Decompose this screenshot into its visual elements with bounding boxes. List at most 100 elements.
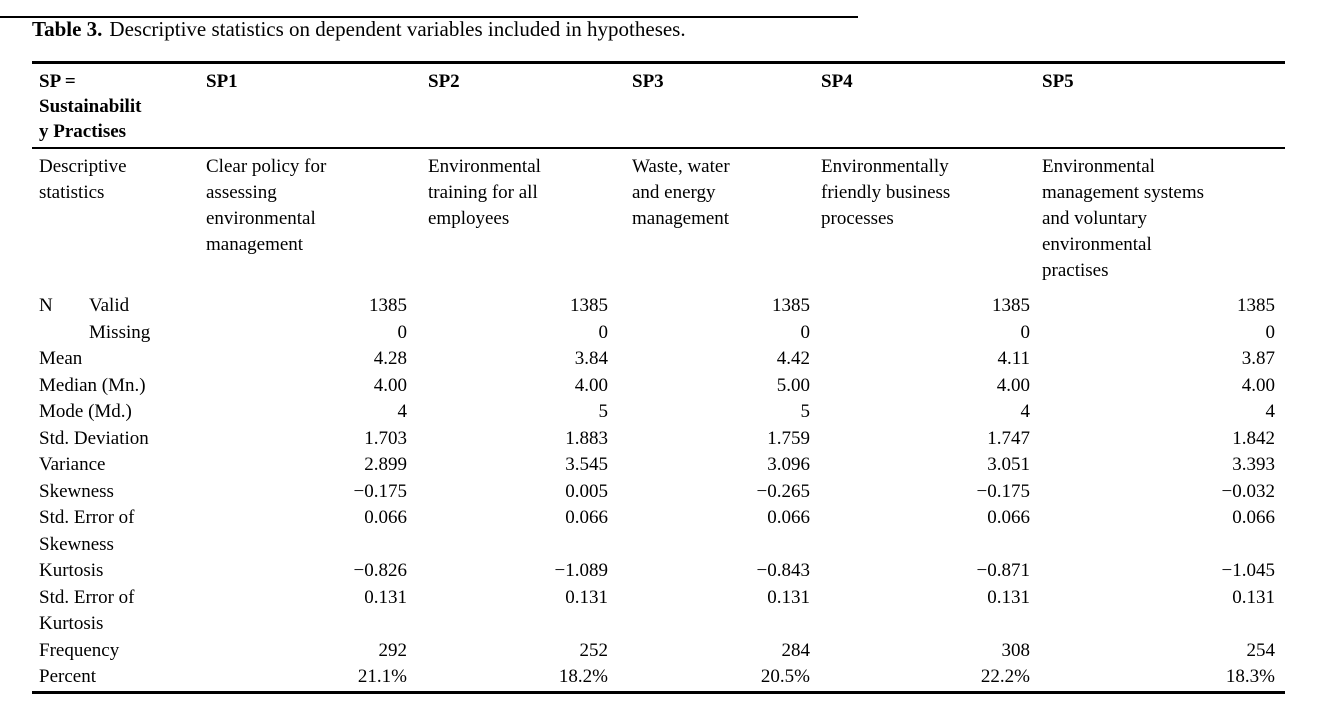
page-top-edge-line bbox=[0, 16, 858, 18]
value-cell-sp5: 4.00 bbox=[1241, 374, 1275, 396]
row-label-cell: Percent bbox=[32, 664, 200, 692]
table-caption-number: Table 3. bbox=[32, 17, 103, 41]
value-cell-sp2: −1.089 bbox=[554, 560, 608, 581]
value-cell-sp3: 284 bbox=[781, 639, 811, 661]
value-cell-sp4: −0.871 bbox=[976, 560, 1030, 581]
row-label-cell: Missing bbox=[32, 320, 200, 347]
value-cell-sp4: 22.2% bbox=[980, 666, 1030, 687]
value-cell-sp3: 0.066 bbox=[767, 507, 810, 528]
row-label: Variance bbox=[39, 454, 106, 475]
col-header-sp3: SP3 bbox=[624, 62, 820, 149]
value-cell-sp1: 0.131 bbox=[364, 586, 407, 608]
col-description-sp5: Environmental management systems and vol… bbox=[1042, 156, 1204, 281]
value-cell-sp2: 0.066 bbox=[565, 507, 608, 528]
value-cell-sp1: 4 bbox=[397, 401, 408, 422]
value-cell-sp5: −0.032 bbox=[1221, 480, 1275, 502]
value-cell-sp3: 1.759 bbox=[767, 427, 810, 449]
table-row: Percent 21.1% 18.2% 20.5% 22.2% 18.3% bbox=[32, 664, 1285, 692]
table-subheader-row: Descriptive statistics Clear policy for … bbox=[32, 148, 1285, 293]
value-cell-sp1: 21.1% bbox=[357, 666, 407, 687]
value-cell-sp2: 4.00 bbox=[574, 374, 608, 396]
table-row: Frequency 292 252 284 308 254 bbox=[32, 638, 1285, 665]
table-row: Mean 4.28 3.84 4.42 4.11 3.87 bbox=[32, 346, 1285, 373]
value-cell-sp2: 0.131 bbox=[565, 586, 608, 608]
col-header-sp5: SP5 bbox=[1036, 62, 1285, 149]
row-label: Median (Mn.) bbox=[39, 374, 146, 396]
value-cell-sp2: 18.2% bbox=[558, 666, 608, 687]
row-label-cell: Std. Deviation bbox=[32, 426, 200, 453]
value-cell-sp3: 1385 bbox=[772, 295, 810, 316]
value-cell-sp3: 4.42 bbox=[776, 348, 810, 369]
value-cell-sp5: 3.87 bbox=[1241, 348, 1275, 369]
value-cell-sp1: 0 bbox=[397, 321, 408, 343]
value-cell-sp2: 1.883 bbox=[565, 427, 608, 449]
row-label-cell: Median (Mn.) bbox=[32, 373, 200, 400]
value-cell-sp3: 5.00 bbox=[776, 374, 810, 396]
value-cell-sp4: 0 bbox=[1020, 321, 1031, 343]
value-cell-sp1: −0.175 bbox=[353, 480, 407, 502]
row-label: Valid bbox=[89, 295, 130, 316]
value-cell-sp3: −0.265 bbox=[756, 480, 810, 502]
value-cell-sp5: 1385 bbox=[1237, 295, 1275, 316]
value-cell-sp5: 18.3% bbox=[1225, 666, 1275, 687]
value-cell-sp5: 1.842 bbox=[1232, 427, 1275, 449]
value-cell-sp4: 0.066 bbox=[987, 507, 1030, 528]
value-cell-sp4: 4.11 bbox=[997, 348, 1030, 369]
row-label: Std. Error of Kurtosis bbox=[39, 586, 135, 635]
value-cell-sp1: 292 bbox=[378, 639, 408, 661]
value-cell-sp1: −0.826 bbox=[353, 560, 407, 581]
row-label-cell: Frequency bbox=[32, 638, 200, 665]
row-label: Percent bbox=[39, 666, 96, 687]
value-cell-sp5: 0 bbox=[1265, 321, 1276, 343]
row-label-cell: N Valid bbox=[32, 293, 200, 320]
row-label-cell: Std. Error of Kurtosis bbox=[32, 585, 200, 638]
row-label-prefix: N bbox=[39, 295, 53, 316]
table-row: Std. Error of Kurtosis 0.131 0.131 0.131… bbox=[32, 585, 1285, 638]
table-row: Median (Mn.) 4.00 4.00 5.00 4.00 4.00 bbox=[32, 373, 1285, 400]
table-row: Mode (Md.) 4 5 5 4 4 bbox=[32, 399, 1285, 426]
table-row: Missing 0 0 0 0 0 bbox=[32, 320, 1285, 347]
row-label: Mean bbox=[39, 348, 83, 369]
value-cell-sp2: 1385 bbox=[570, 295, 608, 316]
table-row: N Valid 1385 1385 1385 1385 1385 bbox=[32, 293, 1285, 320]
row-label-cell: Std. Error of Skewness bbox=[32, 505, 200, 558]
row-label: Mode (Md.) bbox=[39, 401, 132, 422]
row-label-cell: Mode (Md.) bbox=[32, 399, 200, 426]
value-cell-sp3: 0.131 bbox=[767, 586, 810, 608]
value-cell-sp2: 3.545 bbox=[565, 454, 608, 475]
table-row: Skewness −0.175 0.005 −0.265 −0.175 −0.0… bbox=[32, 479, 1285, 506]
row-label-cell: Mean bbox=[32, 346, 200, 373]
col-description-sp4: Environmentally friendly business proces… bbox=[821, 156, 951, 229]
value-cell-sp2: 0 bbox=[598, 321, 609, 343]
col-header-sp1: SP1 bbox=[200, 62, 412, 149]
col-description-sp1: Clear policy for assessing environmental… bbox=[206, 156, 327, 255]
value-cell-sp4: 4.00 bbox=[996, 374, 1030, 396]
value-cell-sp2: 5 bbox=[598, 401, 609, 422]
col-header-sp4: SP4 bbox=[820, 62, 1036, 149]
table-row: Variance 2.899 3.545 3.096 3.051 3.393 bbox=[32, 452, 1285, 479]
value-cell-sp1: 4.28 bbox=[373, 348, 407, 369]
table-caption-text: Descriptive statistics on dependent vari… bbox=[109, 17, 686, 41]
value-cell-sp5: 0.131 bbox=[1232, 586, 1275, 608]
value-cell-sp5: 4 bbox=[1265, 401, 1276, 422]
table-row: Std. Deviation 1.703 1.883 1.759 1.747 1… bbox=[32, 426, 1285, 453]
col-description-sp2: Environmental training for all employees bbox=[428, 156, 541, 229]
value-cell-sp5: 3.393 bbox=[1232, 454, 1275, 475]
table-row: Kurtosis −0.826 −1.089 −0.843 −0.871 −1.… bbox=[32, 558, 1285, 585]
value-cell-sp4: −0.175 bbox=[976, 480, 1030, 502]
row-label-cell: Kurtosis bbox=[32, 558, 200, 585]
descriptive-statistics-table: SP = Sustainabilit y Practises SP1 SP2 S… bbox=[32, 61, 1285, 694]
value-cell-sp2: 0.005 bbox=[565, 480, 608, 502]
row-label: Frequency bbox=[39, 639, 120, 661]
value-cell-sp1: 2.899 bbox=[364, 454, 407, 475]
col-header-sp2: SP2 bbox=[412, 62, 624, 149]
row-label-cell: Variance bbox=[32, 452, 200, 479]
table-header-row: SP = Sustainabilit y Practises SP1 SP2 S… bbox=[32, 62, 1285, 149]
value-cell-sp3: 5 bbox=[800, 401, 811, 422]
stats-rows: N Valid 1385 1385 1385 1385 1385 Missing … bbox=[32, 293, 1285, 692]
value-cell-sp5: 254 bbox=[1246, 639, 1276, 661]
value-cell-sp3: 0 bbox=[800, 321, 811, 343]
value-cell-sp1: 4.00 bbox=[373, 374, 407, 396]
value-cell-sp4: 4 bbox=[1020, 401, 1031, 422]
value-cell-sp2: 3.84 bbox=[574, 348, 608, 369]
